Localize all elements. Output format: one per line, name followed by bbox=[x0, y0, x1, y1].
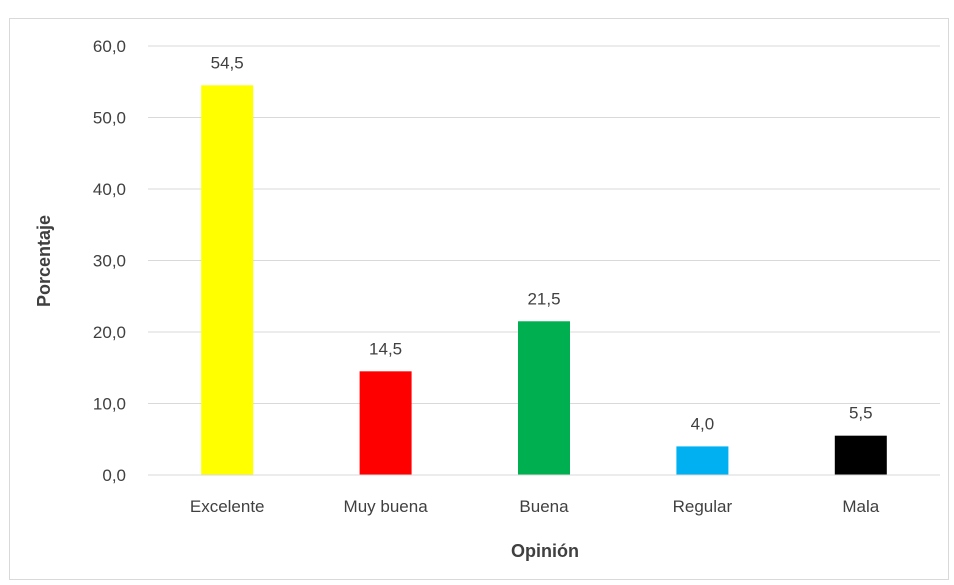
grid-lines bbox=[148, 45, 940, 404]
bar-mala bbox=[834, 435, 887, 475]
x-tick-label: Buena bbox=[519, 497, 569, 516]
y-tick-label: 40,0 bbox=[93, 180, 126, 199]
data-label: 4,0 bbox=[691, 414, 715, 433]
data-label: 21,5 bbox=[527, 289, 560, 308]
bars bbox=[201, 85, 887, 475]
bar-excelente bbox=[201, 85, 254, 475]
x-axis-ticks: Excelente Muy buena Buena Regular Mala bbox=[190, 497, 880, 516]
y-tick-label: 20,0 bbox=[93, 323, 126, 342]
y-tick-label: 10,0 bbox=[93, 395, 126, 414]
data-label: 54,5 bbox=[211, 53, 244, 72]
x-tick-label: Regular bbox=[673, 497, 733, 516]
x-axis-title: Opinión bbox=[511, 541, 579, 561]
chart-frame bbox=[9, 18, 949, 580]
bar-buena bbox=[518, 321, 570, 475]
bar-regular bbox=[676, 446, 729, 475]
x-tick-label: Muy buena bbox=[344, 497, 429, 516]
y-axis-title: Porcentaje bbox=[34, 215, 54, 307]
y-tick-label: 50,0 bbox=[93, 109, 126, 128]
y-tick-label: 0,0 bbox=[102, 466, 126, 485]
bar-muy-buena bbox=[359, 371, 412, 475]
x-tick-label: Mala bbox=[842, 497, 879, 516]
data-labels: 54,5 14,5 21,5 4,0 5,5 bbox=[211, 53, 873, 433]
y-tick-label: 60,0 bbox=[93, 37, 126, 56]
y-tick-label: 30,0 bbox=[93, 252, 126, 271]
x-tick-label: Excelente bbox=[190, 497, 265, 516]
data-label: 14,5 bbox=[369, 339, 402, 358]
y-axis-ticks: 0,0 10,0 20,0 30,0 40,0 50,0 60,0 bbox=[93, 37, 126, 485]
data-label: 5,5 bbox=[849, 404, 873, 423]
